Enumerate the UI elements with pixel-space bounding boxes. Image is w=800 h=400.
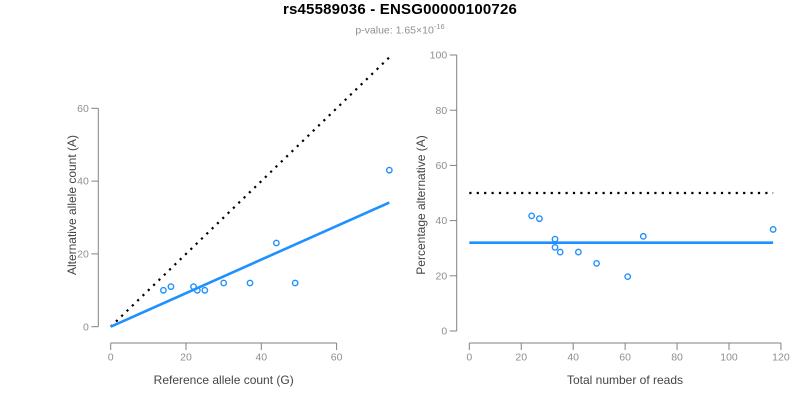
data-point <box>624 273 632 281</box>
allele-count-scatter: 0 20 40 60 0 20 40 60 Reference allele count (G)… <box>65 56 393 387</box>
x-tick-label: 60 <box>331 352 343 364</box>
data-point <box>551 243 559 251</box>
y-tick-label: 20 <box>77 249 89 261</box>
data-points <box>160 166 393 294</box>
x-tick-label: 120 <box>772 352 790 364</box>
x-tick-label: 100 <box>720 352 738 364</box>
data-point <box>190 283 197 291</box>
data-point <box>160 286 167 294</box>
data-point <box>291 279 299 287</box>
x-tick-label: 0 <box>108 352 114 364</box>
data-point <box>536 215 543 223</box>
y-axis-title: Percentage alternative (A) <box>414 135 428 274</box>
identity-line <box>109 56 391 328</box>
y-tick-label: 40 <box>77 176 89 188</box>
x-tick-label: 0 <box>466 352 472 364</box>
data-point <box>639 232 647 240</box>
x-axis-title: Total number of reads <box>567 373 683 387</box>
data-point <box>593 259 600 267</box>
x-tick-label: 20 <box>180 352 192 364</box>
data-points <box>528 212 777 281</box>
data-point <box>528 212 536 220</box>
data-point <box>246 279 254 287</box>
y-tick-label: 60 <box>77 103 89 115</box>
pvalue-exponent: -16 <box>433 22 445 31</box>
x-axis <box>110 342 338 350</box>
plot-subtitle: p-value: 1.65×10-16 <box>0 22 800 37</box>
plot-title: rs45589036 - ENSG00000100726 <box>282 1 518 18</box>
data-point <box>574 248 582 256</box>
pvalue-text: p-value: 1.65×10 <box>355 24 434 37</box>
data-point <box>385 166 393 174</box>
data-point <box>193 286 201 294</box>
data-point <box>272 239 280 247</box>
fit-line <box>110 201 390 328</box>
y-tick-label: 20 <box>436 270 448 282</box>
y-axis <box>449 54 458 332</box>
y-tick-label: 80 <box>436 105 448 117</box>
x-tick-label: 40 <box>255 352 267 364</box>
percentage-scatter: 0 20 40 60 80 100 0 20 40 60 80 100 120 Total number … <box>414 50 790 387</box>
x-tick-label: 80 <box>671 352 683 364</box>
data-point <box>167 283 175 291</box>
x-tick-label: 60 <box>619 352 631 364</box>
y-axis-title: Alternative allele count (A) <box>65 135 79 275</box>
data-point <box>551 235 559 243</box>
y-tick-label: 40 <box>436 215 448 227</box>
y-tick-label: 0 <box>441 326 447 338</box>
x-tick-label: 20 <box>515 352 527 364</box>
y-axis <box>91 107 99 328</box>
data-point <box>220 279 228 287</box>
x-axis-title: Reference allele count (G) <box>154 373 294 387</box>
data-point <box>556 248 564 256</box>
x-tick-label: 40 <box>567 352 579 364</box>
x-axis <box>468 342 782 350</box>
data-point <box>201 286 209 294</box>
data-point <box>769 226 777 233</box>
y-tick-label: 100 <box>430 50 448 62</box>
y-tick-label: 60 <box>436 160 448 172</box>
y-tick-label: 0 <box>83 321 89 333</box>
